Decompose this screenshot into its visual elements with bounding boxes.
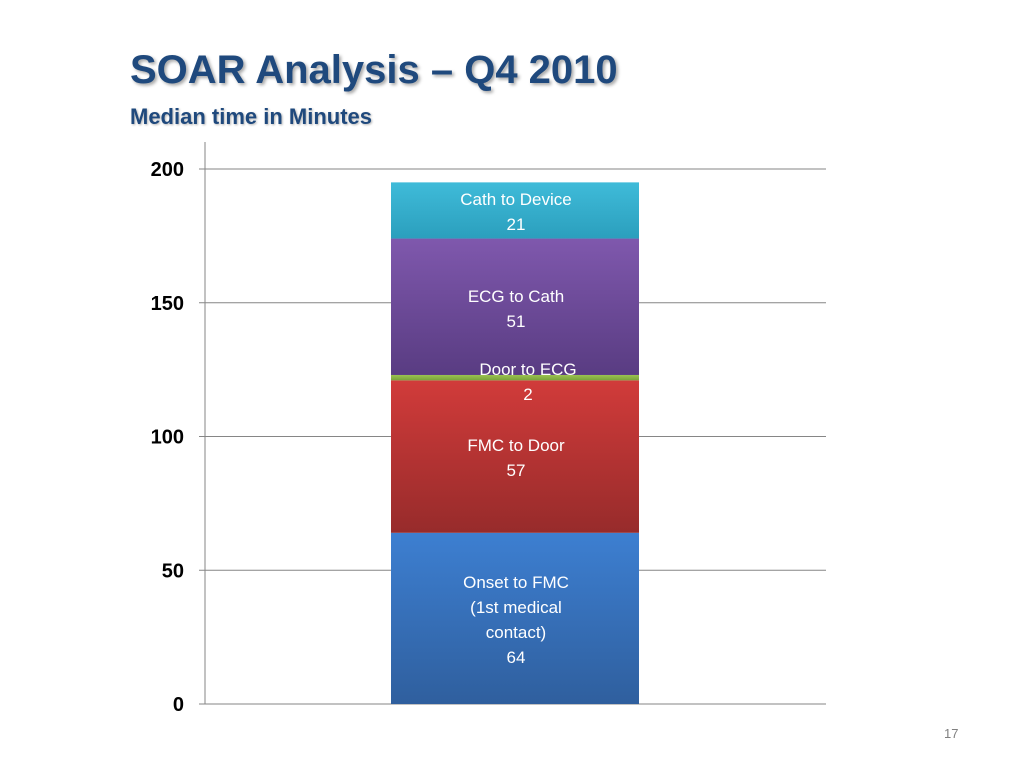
segment-label: Onset to FMC (1st medical contact) 64	[463, 573, 569, 667]
bar-segment	[391, 380, 639, 533]
y-tick-label: 200	[151, 159, 184, 181]
page-number: 17	[944, 726, 959, 741]
bar-segment	[391, 182, 639, 239]
segment-label: FMC to Door 57	[467, 436, 565, 480]
bar-segment	[391, 374, 639, 381]
segment-label: Cath to Device 21	[460, 190, 572, 234]
segment-label: Door to ECG 2	[479, 360, 576, 404]
y-tick-label: 0	[173, 694, 184, 716]
slide-subtitle: Median time in Minutes	[130, 104, 373, 129]
bar-segment	[391, 238, 639, 375]
slide-title: SOAR Analysis – Q4 2010	[130, 48, 618, 92]
y-tick-label: 50	[162, 560, 184, 582]
segment-label: ECG to Cath 51	[468, 287, 564, 331]
bar-segment	[391, 532, 639, 704]
y-tick-label: 150	[151, 293, 184, 315]
y-tick-label: 100	[151, 427, 184, 449]
